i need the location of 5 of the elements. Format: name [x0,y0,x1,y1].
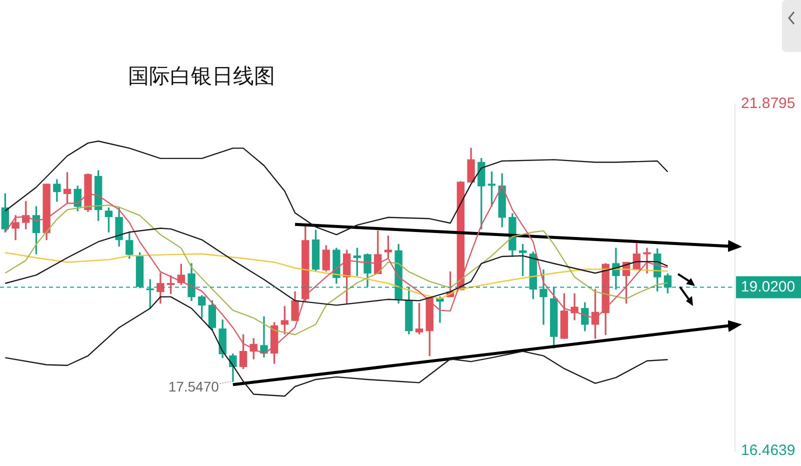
ref-line-label: 19.0200 [740,278,796,296]
chart-title: 国际白银日线图 [128,63,275,90]
y-tick-label: 21.8795 [741,95,796,112]
annotation: 17.5470 [168,378,220,394]
y-tick-label: 16.4639 [741,442,796,460]
